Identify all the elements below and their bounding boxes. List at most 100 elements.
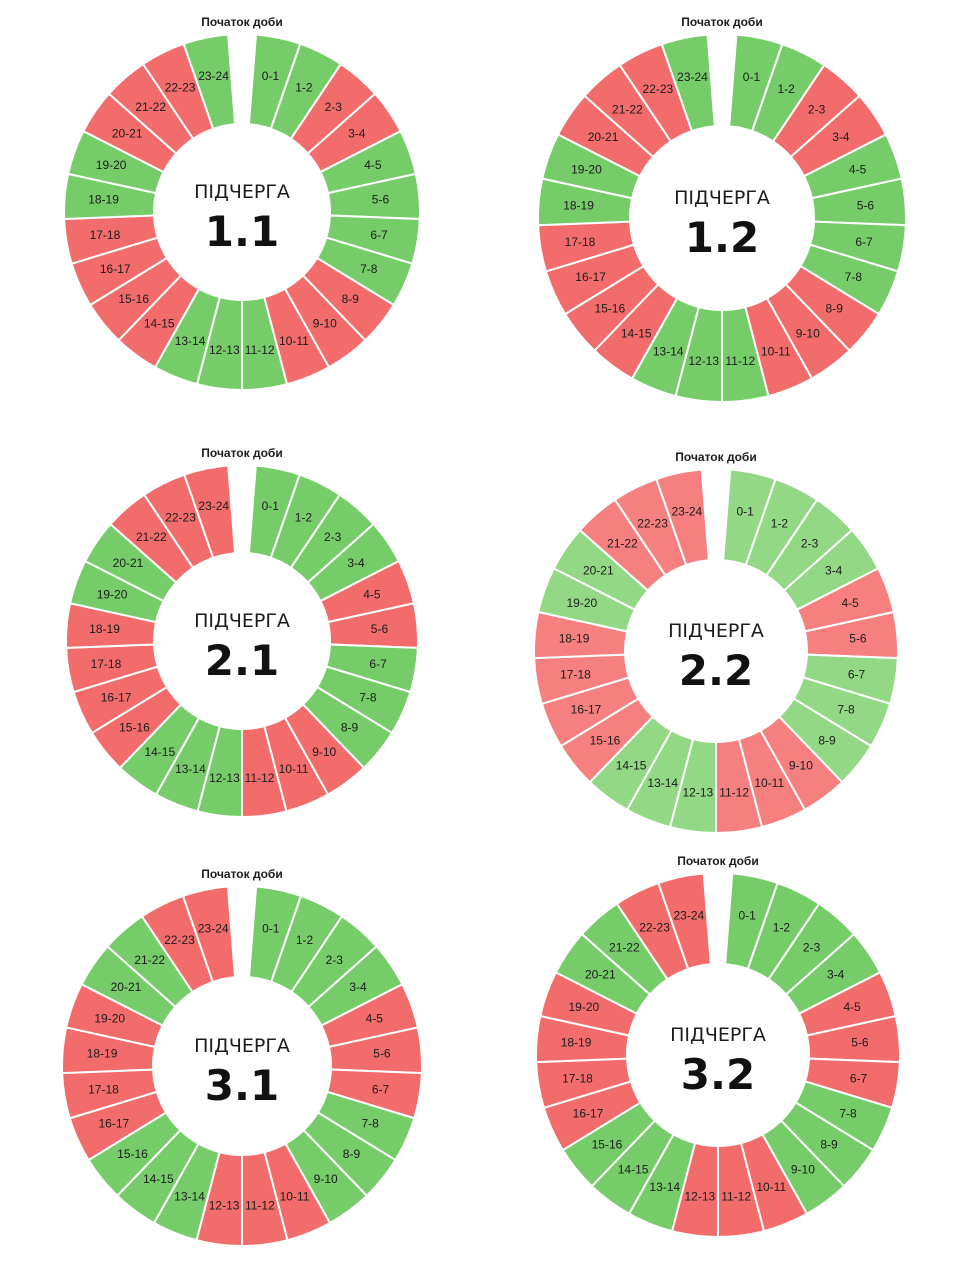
segment-label: 10-11 <box>279 334 309 348</box>
day-start-label: Початок доби <box>201 446 282 460</box>
queue-chart-3-1: 0-11-22-33-44-55-66-77-88-99-1010-1111-1… <box>32 856 452 1276</box>
segment-label: 18-19 <box>87 1047 118 1061</box>
segment-label: 12-13 <box>683 785 714 799</box>
segment-label: 20-21 <box>585 968 616 982</box>
segment-label: 0-1 <box>262 499 280 513</box>
segment-label: 0-1 <box>262 69 280 83</box>
segment-label: 5-6 <box>372 193 390 207</box>
segment-label: 3-4 <box>825 564 843 578</box>
segment-label: 21-22 <box>607 537 638 551</box>
center-caption: ПІДЧЕРГА <box>674 187 770 209</box>
segment-label: 1-2 <box>296 933 314 947</box>
segment-label: 16-17 <box>100 262 131 276</box>
segment-label: 8-9 <box>341 720 359 734</box>
segment-label: 23-24 <box>198 921 229 935</box>
segment-label: 3-4 <box>832 130 850 144</box>
segment-label: 14-15 <box>616 758 647 772</box>
segment-label: 16-17 <box>573 1106 604 1120</box>
segment-label: 6-7 <box>855 235 873 249</box>
segment-label: 3-4 <box>827 968 845 982</box>
segment-label: 16-17 <box>101 691 132 705</box>
segment-label: 2-3 <box>326 953 344 967</box>
segment-label: 10-11 <box>279 762 309 776</box>
segment-label: 4-5 <box>363 588 381 602</box>
segment-label: 20-21 <box>111 980 142 994</box>
segment-label: 9-10 <box>314 1172 338 1186</box>
segment-label: 1-2 <box>773 920 791 934</box>
segment-label: 18-19 <box>561 1035 592 1049</box>
segment-label: 19-20 <box>94 1012 125 1026</box>
segment-label: 16-17 <box>571 702 602 716</box>
segment-label: 9-10 <box>312 745 336 759</box>
segment-label: 11-12 <box>721 1189 751 1203</box>
segment-label: 18-19 <box>559 631 590 645</box>
segment-label: 7-8 <box>360 262 378 276</box>
queue-number: 3.1 <box>205 1061 279 1110</box>
segment-label: 20-21 <box>583 564 614 578</box>
segment-label: 17-18 <box>560 668 591 682</box>
segment-label: 0-1 <box>738 909 756 923</box>
segment-label: 22-23 <box>165 510 196 524</box>
segment-label: 11-12 <box>719 785 749 799</box>
segment-label: 12-13 <box>685 1189 716 1203</box>
segment-label: 12-13 <box>688 354 719 368</box>
segment-label: 15-16 <box>117 1147 148 1161</box>
segment-label: 3-4 <box>348 127 366 141</box>
segment-label: 13-14 <box>649 1180 680 1194</box>
segment-label: 19-20 <box>568 1000 599 1014</box>
segment-label: 1-2 <box>771 516 789 530</box>
segment-label: 12-13 <box>209 1198 240 1212</box>
segment-label: 2-3 <box>801 537 819 551</box>
segment-label: 22-23 <box>639 920 670 934</box>
segment-label: 7-8 <box>359 691 377 705</box>
segment-label: 13-14 <box>175 762 206 776</box>
segment-label: 11-12 <box>245 343 275 357</box>
queue-number: 1.2 <box>685 213 759 262</box>
segment-label: 2-3 <box>803 941 821 955</box>
queue-number: 2.2 <box>679 646 753 695</box>
segment-label: 1-2 <box>777 82 795 96</box>
segment-label: 19-20 <box>96 158 127 172</box>
segment-label: 7-8 <box>839 1106 857 1120</box>
segment-label: 12-13 <box>209 343 240 357</box>
segment-label: 17-18 <box>562 1072 593 1086</box>
segment-label: 10-11 <box>754 776 784 790</box>
segment-label: 7-8 <box>361 1117 379 1131</box>
segment-label: 23-24 <box>198 499 229 513</box>
segment-label: 13-14 <box>647 776 678 790</box>
center-caption: ПІДЧЕРГА <box>194 181 290 203</box>
segment-label: 0-1 <box>262 921 280 935</box>
segment-label: 6-7 <box>848 668 866 682</box>
segment-label: 14-15 <box>621 327 652 341</box>
center-caption: ПІДЧЕРГА <box>194 1035 290 1057</box>
segment-label: 10-11 <box>280 1189 310 1203</box>
segment-label: 2-3 <box>325 100 343 114</box>
segment-label: 8-9 <box>818 733 836 747</box>
segment-label: 5-6 <box>857 198 875 212</box>
segment-label: 1-2 <box>295 510 313 524</box>
segment-label: 5-6 <box>373 1047 391 1061</box>
segment-label: 9-10 <box>313 317 337 331</box>
segment-label: 2-3 <box>324 530 342 544</box>
segment-label: 16-17 <box>575 270 606 284</box>
segment-label: 22-23 <box>164 933 195 947</box>
segment-label: 10-11 <box>761 345 791 359</box>
segment-label: 22-23 <box>637 516 668 530</box>
segment-label: 13-14 <box>174 1189 205 1203</box>
segment-label: 1-2 <box>295 81 313 95</box>
day-start-label: Початок доби <box>201 867 282 881</box>
segment-label: 4-5 <box>841 596 859 610</box>
segment-label: 23-24 <box>671 505 702 519</box>
segment-label: 3-4 <box>349 980 367 994</box>
segment-label: 22-23 <box>643 82 674 96</box>
segment-label: 19-20 <box>571 162 602 176</box>
segment-label: 17-18 <box>88 1082 119 1096</box>
segment-label: 20-21 <box>113 556 144 570</box>
segment-label: 14-15 <box>144 317 175 331</box>
segment-label: 23-24 <box>673 909 704 923</box>
segment-label: 12-13 <box>209 771 240 785</box>
center-caption: ПІДЧЕРГА <box>670 1024 766 1046</box>
segment-label: 10-11 <box>756 1180 786 1194</box>
center-caption: ПІДЧЕРГА <box>194 610 290 632</box>
segment-label: 13-14 <box>175 334 206 348</box>
